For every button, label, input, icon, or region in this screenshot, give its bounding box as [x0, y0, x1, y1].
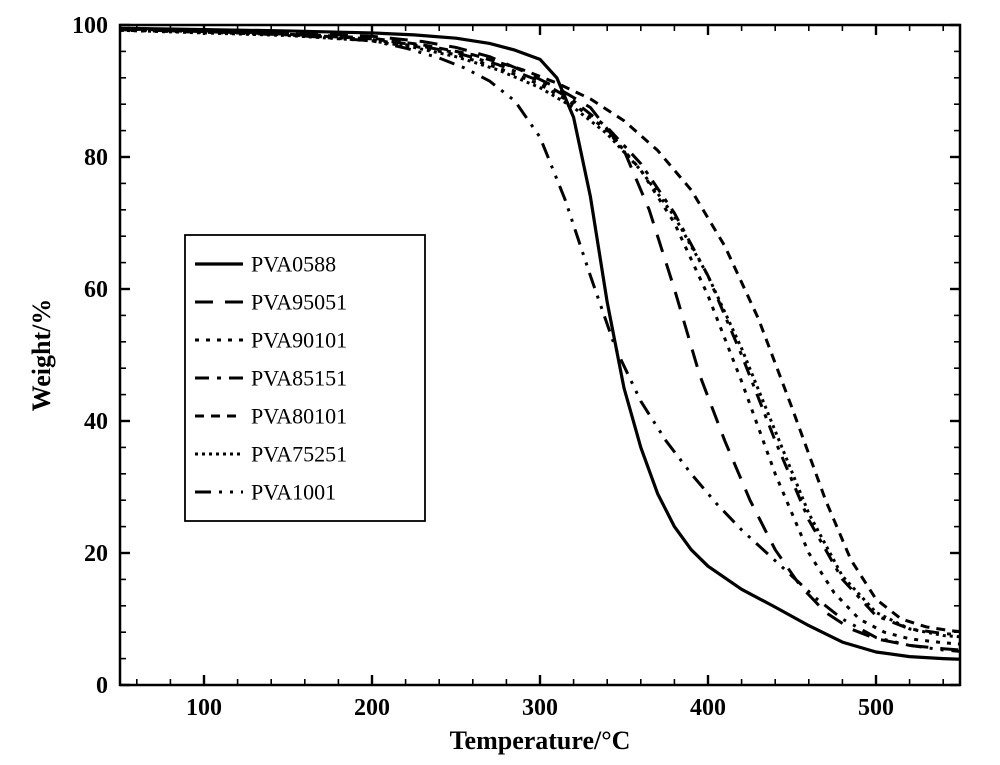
x-tick-label: 100 [186, 695, 222, 721]
y-axis-label: Weight/% [27, 299, 56, 412]
legend-label: PVA85151 [251, 366, 347, 391]
legend-label: PVA90101 [251, 328, 347, 353]
y-tick-label: 60 [84, 277, 108, 303]
x-tick-label: 400 [690, 695, 726, 721]
legend-label: PVA75251 [251, 442, 347, 467]
y-tick-label: 40 [84, 409, 108, 435]
legend-label: PVA95051 [251, 290, 347, 315]
y-tick-label: 0 [96, 673, 108, 699]
y-tick-label: 20 [84, 541, 108, 567]
legend-label: PVA1001 [251, 480, 336, 505]
x-tick-label: 300 [522, 695, 558, 721]
tga-chart: 100 200 300 400 500 0 20 40 60 80 100 Temperature/°… [0, 0, 1000, 765]
x-axis-label: Temperature/°C [450, 726, 631, 755]
legend-label: PVA0588 [251, 252, 336, 277]
x-tick-label: 500 [858, 695, 894, 721]
legend: PVA0588 PVA95051 PVA90101 PVA85151 PVA80101 P… [185, 235, 425, 521]
x-tick-label: 200 [354, 695, 390, 721]
y-tick-label: 80 [84, 145, 108, 171]
legend-label: PVA80101 [251, 404, 347, 429]
y-tick-label: 100 [72, 13, 108, 39]
